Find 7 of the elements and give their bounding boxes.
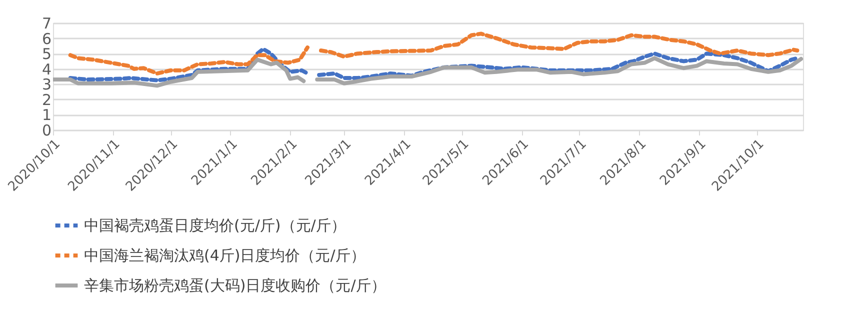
- y-tick-label: 0: [42, 122, 52, 140]
- legend-label: 中国海兰褐淘汰鸡(4斤)日度均价（元/斤）: [84, 246, 366, 264]
- legend-label: 中国褐壳鸡蛋日度均价(元/斤)（元/斤）: [84, 216, 346, 234]
- legend-label: 辛集市场粉壳鸡蛋(大码)日度收购价（元/斤）: [84, 276, 386, 294]
- y-tick-label: 7: [42, 14, 52, 32]
- y-tick-label: 1: [42, 106, 52, 124]
- y-tick-label: 6: [42, 30, 52, 48]
